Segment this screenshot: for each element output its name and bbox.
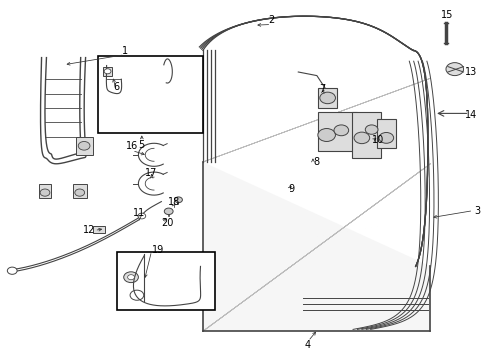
Bar (73, 184, 87, 198)
Text: 19: 19 (151, 245, 163, 255)
Circle shape (78, 141, 90, 150)
Text: 12: 12 (83, 225, 95, 235)
Circle shape (75, 189, 84, 196)
Bar (39, 184, 51, 198)
Text: 6: 6 (113, 82, 119, 92)
Text: 18: 18 (167, 197, 180, 207)
Bar (317, 88, 337, 108)
Circle shape (127, 275, 134, 280)
Circle shape (445, 63, 463, 76)
Text: 15: 15 (440, 10, 453, 20)
Circle shape (378, 132, 393, 143)
Bar (76, 137, 93, 155)
Circle shape (365, 125, 377, 134)
Text: 8: 8 (312, 157, 319, 167)
Circle shape (7, 267, 17, 274)
Circle shape (317, 129, 335, 141)
Circle shape (40, 189, 50, 196)
Bar (317, 112, 356, 151)
Text: 5: 5 (139, 140, 144, 150)
Circle shape (138, 213, 145, 219)
Text: 1: 1 (122, 46, 127, 56)
Text: 16: 16 (125, 141, 138, 151)
Text: 17: 17 (145, 168, 158, 178)
Bar (93, 226, 105, 233)
Text: 14: 14 (464, 110, 476, 120)
Circle shape (174, 197, 182, 203)
Text: 4: 4 (305, 340, 310, 350)
Text: 2: 2 (268, 15, 274, 25)
Polygon shape (203, 162, 429, 331)
Circle shape (123, 272, 138, 283)
Circle shape (319, 92, 335, 104)
Circle shape (164, 208, 173, 215)
Text: 13: 13 (464, 67, 476, 77)
Text: 10: 10 (371, 135, 383, 145)
Text: 20: 20 (161, 218, 173, 228)
Circle shape (333, 125, 348, 136)
Circle shape (104, 69, 111, 74)
Bar (102, 67, 112, 76)
Bar (351, 112, 381, 158)
Text: 9: 9 (288, 184, 294, 194)
Text: 7: 7 (319, 84, 325, 94)
Bar (98, 56, 203, 133)
Bar (376, 119, 395, 148)
Bar (117, 252, 215, 310)
Text: 3: 3 (473, 206, 480, 216)
Circle shape (353, 132, 369, 144)
Text: 11: 11 (133, 208, 145, 218)
